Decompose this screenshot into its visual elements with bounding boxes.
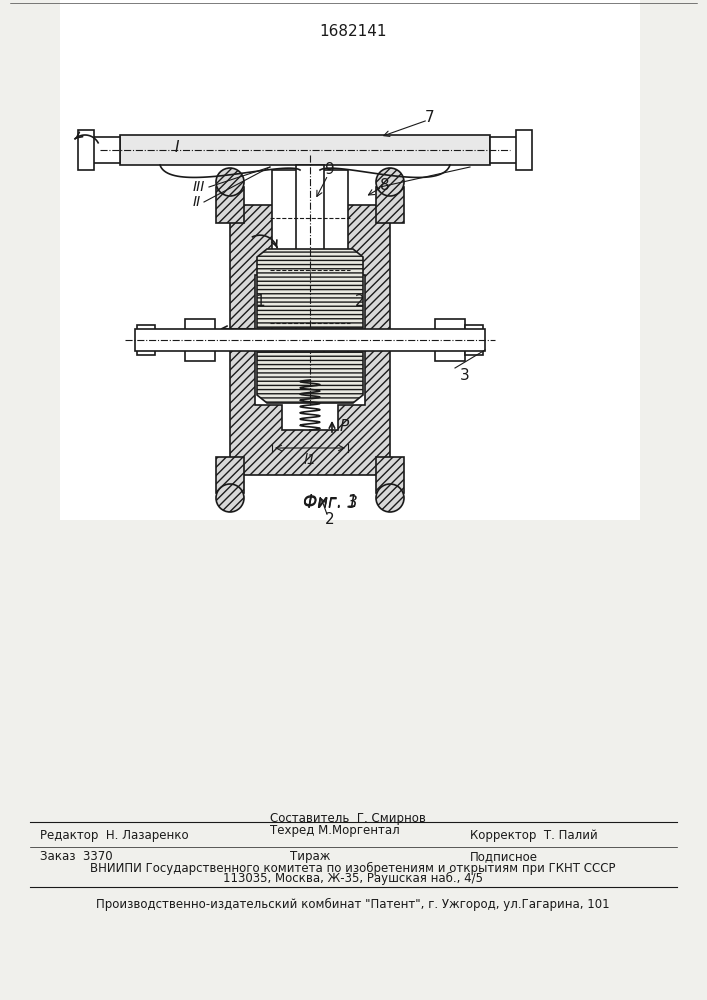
Bar — [120, 135, 490, 165]
Polygon shape — [272, 170, 300, 367]
Bar — [490, 137, 518, 163]
Text: III: III — [193, 180, 205, 194]
Text: Фиг. 3: Фиг. 3 — [303, 494, 358, 512]
Text: Редактор  Н. Лазаренко: Редактор Н. Лазаренко — [40, 828, 189, 842]
Polygon shape — [376, 457, 404, 493]
Bar — [296, 165, 324, 367]
Circle shape — [320, 353, 348, 381]
Polygon shape — [320, 170, 348, 367]
Polygon shape — [257, 352, 363, 403]
Text: Тираж: Тираж — [290, 850, 330, 863]
Text: I: I — [175, 139, 180, 154]
Polygon shape — [257, 249, 363, 328]
Circle shape — [216, 168, 244, 196]
Circle shape — [376, 484, 404, 512]
Text: 7: 7 — [425, 110, 435, 125]
Polygon shape — [376, 187, 404, 223]
Bar — [435, 319, 465, 361]
Text: Заказ  3370: Заказ 3370 — [40, 850, 112, 863]
Text: Составитель  Г. Смирнов: Составитель Г. Смирнов — [270, 812, 426, 825]
Bar — [516, 130, 532, 170]
Polygon shape — [216, 187, 244, 223]
Text: Производственно-издательский комбинат "Патент", г. Ужгород, ул.Гагарина, 101: Производственно-издательский комбинат "П… — [96, 898, 610, 911]
Bar — [185, 319, 215, 361]
Circle shape — [376, 168, 404, 196]
Text: 9: 9 — [325, 162, 335, 178]
Bar — [60, 0, 640, 520]
Text: 2: 2 — [355, 294, 365, 309]
Text: 1: 1 — [255, 294, 265, 309]
Polygon shape — [230, 350, 390, 475]
Text: 8: 8 — [380, 178, 390, 192]
Text: S: S — [202, 321, 212, 336]
Text: Подписное: Подписное — [470, 850, 538, 863]
Bar — [92, 137, 120, 163]
Text: 1682141: 1682141 — [320, 24, 387, 39]
Text: Корректор  Т. Палий: Корректор Т. Палий — [470, 828, 597, 842]
Bar — [78, 130, 94, 170]
Text: 2: 2 — [325, 512, 335, 528]
Circle shape — [216, 484, 244, 512]
Text: 113035, Москва, Ж-35, Раушская наб., 4/5: 113035, Москва, Ж-35, Раушская наб., 4/5 — [223, 872, 483, 885]
Text: 3: 3 — [460, 367, 470, 382]
Polygon shape — [230, 205, 390, 330]
Bar — [465, 325, 483, 355]
Polygon shape — [216, 457, 244, 493]
Text: l1: l1 — [303, 453, 316, 467]
Text: Техред М.Моргентал: Техред М.Моргентал — [270, 824, 399, 837]
Text: II: II — [193, 195, 201, 209]
Bar — [135, 329, 485, 351]
Text: P: P — [340, 419, 349, 434]
Text: ВНИИПИ Государственного комитета по изобретениям и открытиям при ГКНТ СССР: ВНИИПИ Государственного комитета по изоб… — [90, 862, 616, 875]
Bar — [100, 210, 570, 510]
Text: Фиг. 1: Фиг. 1 — [303, 493, 358, 511]
Bar — [137, 325, 155, 355]
Circle shape — [272, 353, 300, 381]
